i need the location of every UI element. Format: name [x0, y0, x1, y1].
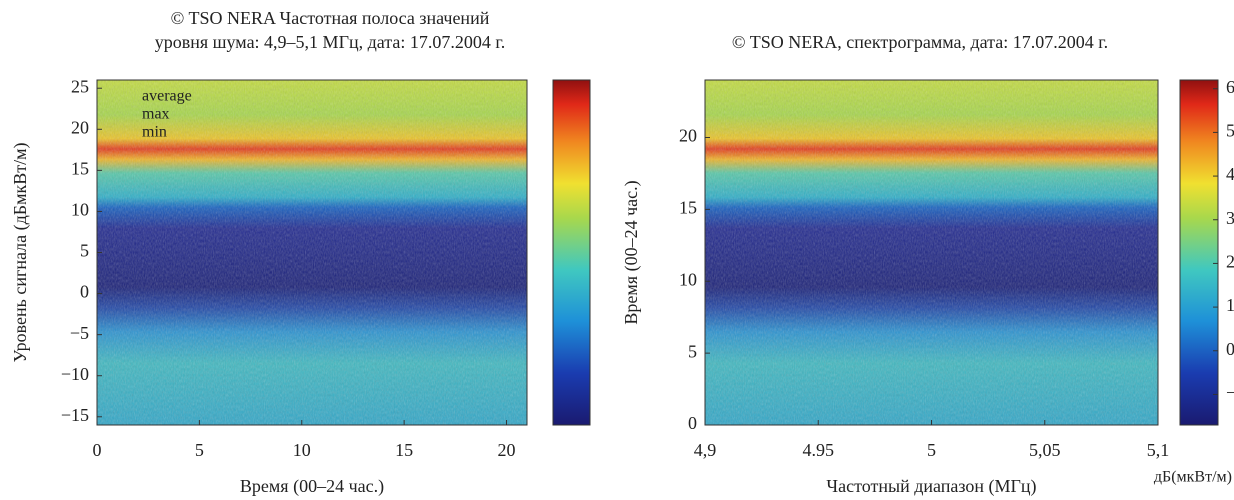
y-tick-label: 10 — [679, 269, 697, 289]
y-axis-label: Время (00–24 час.) — [621, 180, 642, 324]
colorbar-tick-label: 30 — [1226, 208, 1234, 228]
colorbar-tick-label: 0 — [1226, 339, 1234, 359]
chart-title: уровня шума: 4,9–5,1 МГц, дата: 17.07.20… — [155, 32, 505, 52]
spectrogram-noise — [97, 80, 527, 425]
x-tick-label: 5,1 — [1147, 440, 1170, 460]
x-tick-label: 5 — [927, 440, 936, 460]
colorbar-tick-label: 60 — [1226, 77, 1234, 97]
colorbar — [1179, 79, 1219, 426]
x-tick-label: 4.95 — [803, 440, 835, 460]
colorbar — [552, 79, 591, 426]
chart-title: © TSO NERA Частотная полоса значений — [171, 8, 490, 28]
legend-entry: min — [142, 124, 167, 141]
colorbar-tick-label: 40 — [1226, 164, 1234, 184]
x-tick-label: 4,9 — [694, 440, 717, 460]
x-tick-label: 5,05 — [1029, 440, 1061, 460]
x-axis-label: Время (00–24 час.) — [240, 476, 384, 497]
y-tick-label: 20 — [679, 126, 697, 146]
colorbar-tick-label: 50 — [1226, 121, 1234, 141]
y-tick-label: 0 — [80, 282, 89, 302]
x-axis-label: Частотный диапазон (МГц) — [826, 476, 1036, 497]
y-tick-label: 15 — [679, 198, 697, 218]
y-tick-label: −15 — [61, 405, 89, 425]
colorbar-tick-label: 10 — [1226, 295, 1234, 315]
x-tick-label: 20 — [498, 440, 516, 460]
y-tick-label: 20 — [71, 117, 89, 137]
legend-entry: average — [142, 88, 192, 105]
y-axis-label: Уровень сигнала (дБмкВт/м) — [10, 142, 31, 362]
y-tick-label: 5 — [80, 241, 89, 261]
legend-entry: max — [142, 106, 170, 123]
colorbar-label: дБ(мкВт/м) — [1154, 469, 1232, 486]
y-tick-label: 0 — [688, 413, 697, 433]
y-tick-label: 25 — [71, 76, 89, 96]
chart-title: © TSO NERA, спектрограмма, дата: 17.07.2… — [732, 32, 1108, 52]
x-tick-label: 10 — [293, 440, 311, 460]
y-tick-label: −5 — [70, 323, 89, 343]
y-tick-label: 15 — [71, 158, 89, 178]
colorbar-tick-label: 20 — [1226, 252, 1234, 272]
spectrogram-noise — [705, 80, 1158, 425]
x-tick-label: 0 — [93, 440, 102, 460]
y-tick-label: 10 — [71, 200, 89, 220]
y-tick-label: −10 — [61, 364, 89, 384]
x-tick-label: 15 — [395, 440, 413, 460]
colorbar-tick-label: −10 — [1226, 383, 1234, 403]
y-tick-label: 5 — [688, 341, 697, 361]
x-tick-label: 5 — [195, 440, 204, 460]
